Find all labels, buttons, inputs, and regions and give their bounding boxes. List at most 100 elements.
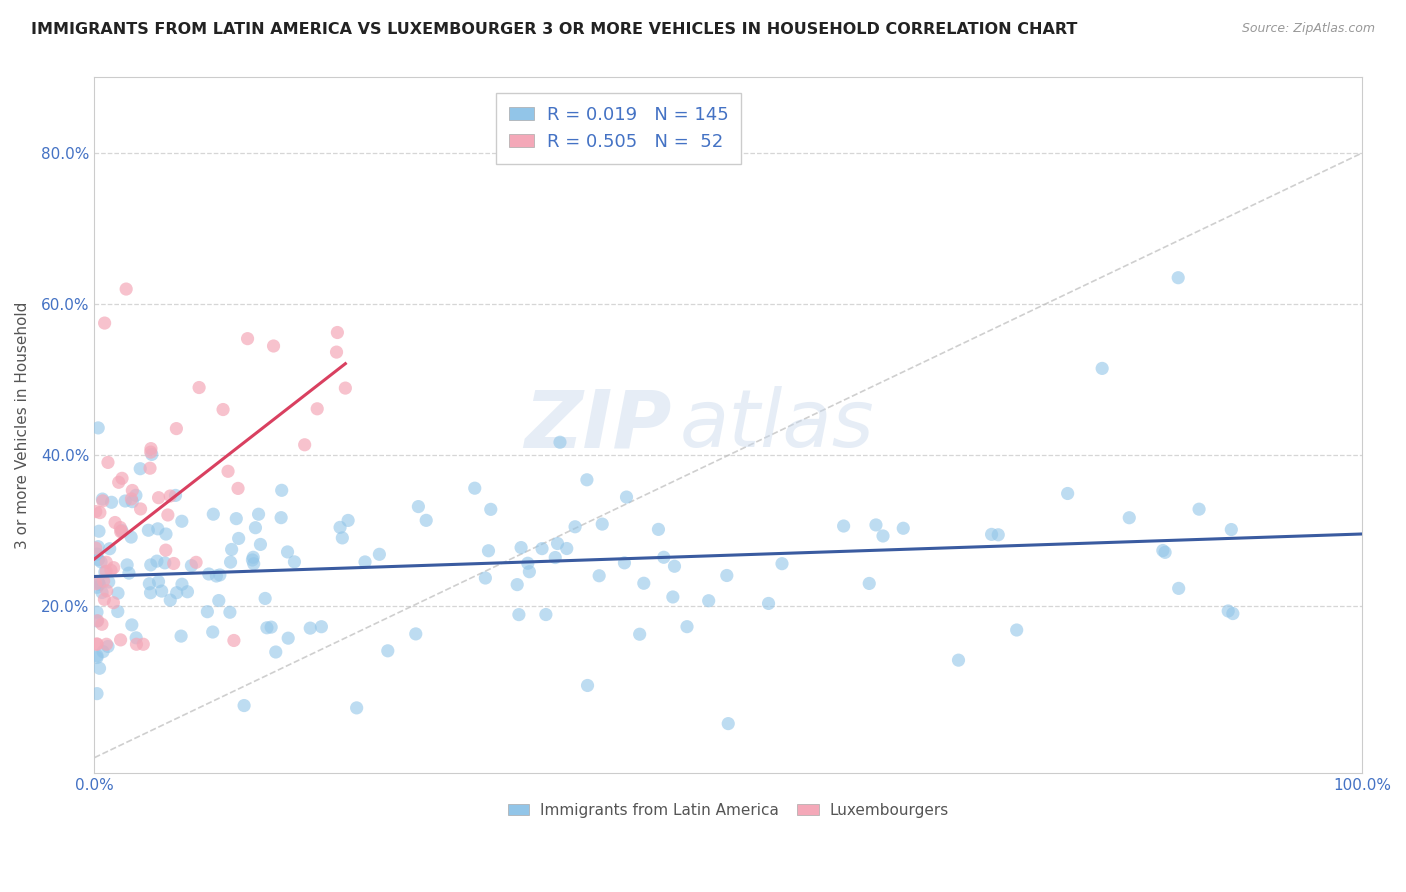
Point	[166, 585, 188, 599]
Point	[1167, 270, 1189, 285]
Point	[89, 506, 111, 520]
Point	[330, 531, 353, 545]
Point	[616, 490, 638, 504]
Text: IMMIGRANTS FROM LATIN AMERICA VS LUXEMBOURGER 3 OR MORE VEHICLES IN HOUSEHOLD CO: IMMIGRANTS FROM LATIN AMERICA VS LUXEMBO…	[31, 22, 1077, 37]
Point	[405, 627, 427, 641]
Point	[165, 488, 187, 502]
Point	[329, 520, 352, 534]
Point	[156, 508, 179, 522]
Point	[87, 540, 110, 554]
Point	[226, 482, 249, 496]
Point	[97, 640, 120, 654]
Point	[139, 558, 162, 572]
Point	[647, 522, 669, 536]
Point	[98, 541, 121, 556]
Point	[294, 438, 316, 452]
Point	[987, 528, 1010, 542]
Point	[576, 678, 599, 692]
Point	[628, 627, 651, 641]
Legend: Immigrants from Latin America, Luxembourgers: Immigrants from Latin America, Luxembour…	[502, 797, 955, 824]
Point	[146, 554, 169, 568]
Point	[148, 574, 170, 589]
Point	[1220, 523, 1243, 537]
Point	[86, 605, 108, 619]
Point	[247, 507, 270, 521]
Point	[547, 536, 569, 550]
Point	[219, 605, 242, 619]
Point	[354, 555, 377, 569]
Point	[120, 530, 142, 544]
Point	[110, 632, 132, 647]
Point	[159, 489, 181, 503]
Point	[1222, 607, 1244, 621]
Point	[96, 583, 118, 598]
Point	[86, 614, 108, 628]
Point	[277, 631, 299, 645]
Point	[326, 326, 349, 340]
Point	[100, 495, 122, 509]
Point	[299, 621, 322, 635]
Point	[1188, 502, 1211, 516]
Point	[197, 567, 219, 582]
Point	[89, 577, 111, 591]
Point	[544, 550, 567, 565]
Point	[170, 629, 193, 643]
Point	[588, 568, 610, 582]
Point	[87, 553, 110, 567]
Point	[208, 568, 231, 582]
Point	[87, 421, 110, 435]
Point	[84, 576, 107, 591]
Point	[242, 553, 264, 567]
Point	[96, 565, 118, 579]
Point	[107, 586, 129, 600]
Point	[118, 566, 141, 581]
Point	[264, 645, 287, 659]
Point	[283, 555, 305, 569]
Point	[91, 645, 114, 659]
Point	[120, 491, 142, 506]
Point	[408, 500, 430, 514]
Point	[474, 571, 496, 585]
Point	[205, 569, 228, 583]
Point	[270, 510, 292, 524]
Y-axis label: 3 or more Vehicles in Household: 3 or more Vehicles in Household	[15, 301, 30, 549]
Point	[176, 584, 198, 599]
Point	[97, 574, 120, 589]
Point	[125, 488, 148, 502]
Point	[184, 555, 207, 569]
Point	[225, 511, 247, 525]
Point	[153, 556, 176, 570]
Point	[980, 527, 1002, 541]
Point	[1218, 604, 1240, 618]
Point	[1152, 543, 1174, 558]
Point	[170, 577, 193, 591]
Point	[87, 524, 110, 539]
Point	[94, 565, 117, 579]
Point	[170, 514, 193, 528]
Point	[155, 527, 177, 541]
Point	[506, 577, 529, 591]
Point	[346, 701, 368, 715]
Point	[415, 513, 437, 527]
Point	[242, 557, 264, 571]
Point	[93, 316, 115, 330]
Point	[534, 607, 557, 622]
Point	[1056, 486, 1078, 500]
Point	[233, 698, 256, 713]
Point	[242, 550, 264, 565]
Point	[676, 620, 699, 634]
Point	[111, 471, 134, 485]
Point	[948, 653, 970, 667]
Point	[633, 576, 655, 591]
Point	[254, 591, 277, 606]
Point	[717, 716, 740, 731]
Point	[219, 555, 242, 569]
Point	[832, 519, 855, 533]
Point	[1005, 623, 1028, 637]
Point	[508, 607, 530, 622]
Point	[110, 520, 132, 534]
Point	[125, 637, 148, 651]
Point	[222, 633, 245, 648]
Point	[141, 447, 163, 461]
Point	[115, 558, 138, 572]
